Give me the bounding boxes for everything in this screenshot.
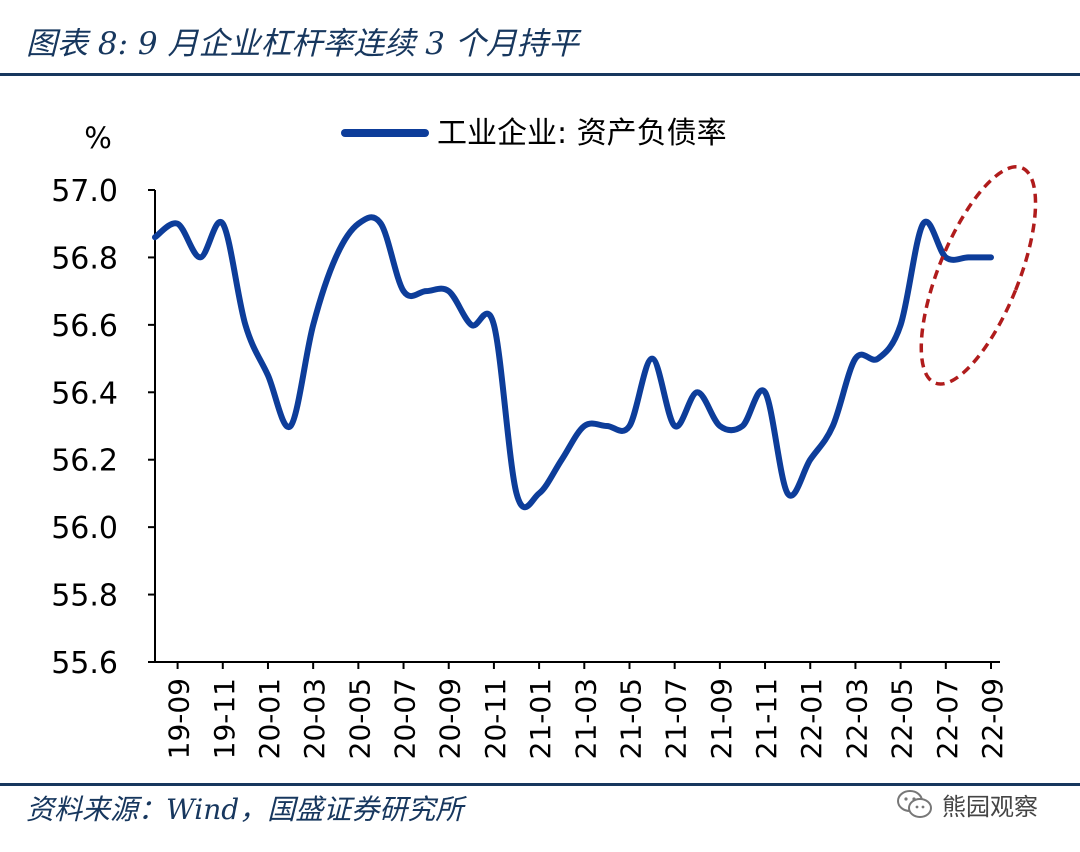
x-tick-label: 22-03 <box>840 678 873 759</box>
x-tick-label: 20-05 <box>343 678 376 759</box>
x-axis-ticks: 19-09 19-11 20-01 20-03 20-05 20-07 20-09 20-11… <box>163 662 1009 759</box>
y-tick-label: 56.6 <box>51 309 118 344</box>
y-tick-label: 57.0 <box>51 174 118 209</box>
x-tick-label: 21-05 <box>614 678 647 759</box>
y-tick-label: 56.0 <box>51 511 118 546</box>
watermark-text: 熊园观察 <box>942 792 1038 821</box>
x-tick-label: 21-09 <box>705 678 738 759</box>
highlight-ellipse <box>919 165 1038 386</box>
y-axis-ticks: 57.0 56.8 56.6 56.4 56.2 56.0 55.8 55.6 <box>51 174 155 681</box>
x-tick-label: 20-11 <box>479 678 512 759</box>
x-tick-label: 22-05 <box>886 678 919 759</box>
x-tick-label: 21-01 <box>524 678 557 759</box>
x-tick-label: 22-01 <box>795 678 828 759</box>
watermark: 熊园观察 <box>896 784 1038 824</box>
x-tick-label: 22-07 <box>931 678 964 759</box>
x-tick-label: 20-01 <box>253 678 286 759</box>
legend-label: 工业企业: 资产负债率 <box>437 116 727 151</box>
x-tick-label: 20-07 <box>389 678 422 759</box>
figure-title: 图表 8: 9 月企业杠杆率连续 3 个月持平 <box>26 26 579 62</box>
x-tick-label: 20-09 <box>434 678 467 759</box>
x-tick-label: 21-07 <box>660 678 693 759</box>
y-tick-label: 56.4 <box>51 376 118 411</box>
x-tick-label: 22-09 <box>976 678 1009 759</box>
x-tick-label: 21-03 <box>569 678 602 759</box>
x-tick-label: 19-11 <box>208 678 241 759</box>
y-tick-label: 55.8 <box>51 579 118 614</box>
x-tick-label: 20-03 <box>298 678 331 759</box>
x-tick-label: 19-09 <box>163 678 196 759</box>
series-line-资产负债率 <box>152 214 994 511</box>
title-divider <box>0 73 1080 76</box>
y-unit-label: % <box>84 121 112 155</box>
source-note: 资料来源：Wind，国盛证券研究所 <box>26 793 464 826</box>
y-tick-label: 56.2 <box>51 444 118 479</box>
x-tick-label: 21-11 <box>750 678 783 759</box>
legend: 工业企业: 资产负债率 <box>341 116 727 151</box>
y-tick-label: 56.8 <box>51 241 118 276</box>
source-divider <box>0 783 1080 786</box>
wechat-icon <box>897 790 932 818</box>
chart-area: 工业企业: 资产负债率 % 57.0 56.8 56.6 56.4 56.2 56.0 55… <box>51 116 1038 759</box>
y-tick-label: 55.6 <box>51 646 118 681</box>
